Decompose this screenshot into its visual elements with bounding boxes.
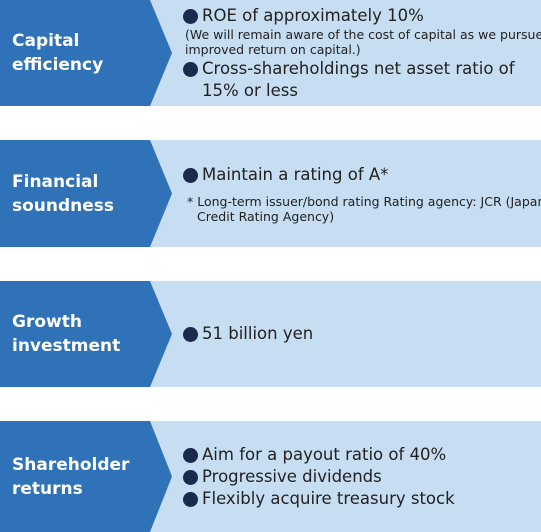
row-content: Aim for a payout ratio of 40% Progressive… — [183, 421, 541, 532]
row-background — [0, 0, 541, 106]
row-label: Capital efficiency — [12, 31, 104, 75]
bullet-item: Cross-shareholdings net asset ratio of 1… — [183, 58, 532, 102]
bullet-item: Aim for a payout ratio of 40% — [183, 444, 532, 466]
policy-row: Growth investment 51 billion yen — [0, 281, 541, 387]
row-background — [0, 140, 541, 247]
bullet-item: 51 billion yen — [183, 323, 532, 345]
bullet-item: Maintain a rating of A* — [183, 164, 532, 186]
policy-row: Capital efficiency ROE of approximately 1… — [0, 0, 541, 106]
row-content: 51 billion yen — [183, 281, 541, 387]
item-note: * Long-term issuer/bond rating Rating ag… — [187, 193, 541, 224]
policy-row: Financial soundness Maintain a rating of … — [0, 140, 541, 247]
row-background — [0, 421, 541, 532]
content-panel — [140, 421, 541, 532]
row-content: Maintain a rating of A* * Long-term issue… — [183, 140, 541, 247]
bullet-item: Flexibly acquire treasury stock — [183, 488, 532, 510]
label-chevron — [0, 0, 172, 106]
row-label: Growth investment — [12, 312, 121, 356]
bullet-item: ROE of approximately 10% — [183, 5, 532, 27]
content-panel — [140, 140, 541, 247]
item-note: (We will remain aware of the cost of cap… — [185, 26, 541, 57]
label-chevron — [0, 421, 172, 532]
bullet-item: Progressive dividends — [183, 466, 532, 488]
content-panel — [140, 281, 541, 387]
row-label: Shareholder returns — [12, 454, 130, 499]
row-label: Financial soundness — [12, 171, 115, 216]
label-chevron — [0, 140, 172, 247]
content-panel — [140, 0, 541, 106]
policy-row: Shareholder returns Aim for a payout rati… — [0, 421, 541, 532]
label-chevron — [0, 281, 172, 387]
row-background — [0, 281, 541, 387]
row-content: ROE of approximately 10% (We will remain … — [183, 0, 541, 106]
